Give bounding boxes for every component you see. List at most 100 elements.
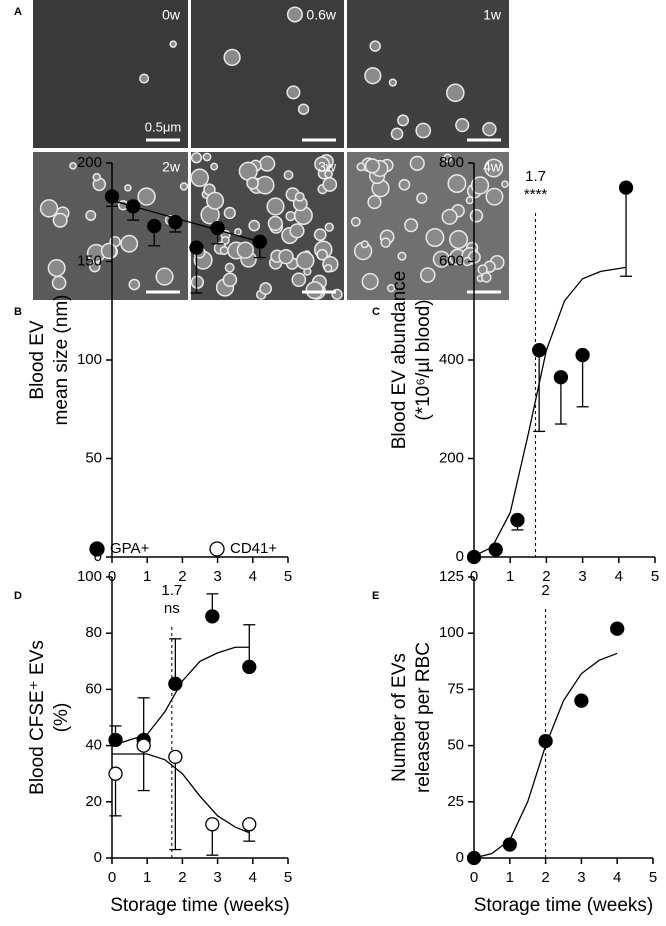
fit-line [473, 266, 627, 557]
vesicle [390, 127, 404, 141]
vesicle [137, 187, 156, 206]
vesicle [367, 194, 382, 210]
vesicle [485, 187, 504, 206]
vesicle [259, 282, 273, 295]
y-tick-label: 100 [439, 624, 464, 641]
y-axis-label: Blood CFSE⁺ EVs [27, 640, 48, 795]
error-bar [190, 247, 203, 294]
point [189, 240, 204, 255]
x-tick-label: 4 [613, 869, 621, 886]
error-bar [169, 638, 182, 684]
point [538, 733, 553, 749]
point [108, 732, 123, 748]
vesicle [305, 281, 324, 300]
vesicle [322, 177, 338, 192]
y-tick-label: 0 [456, 849, 464, 866]
image-label: 0.6w [306, 7, 336, 23]
vesicle [455, 118, 470, 133]
point [242, 659, 257, 675]
vesicle [69, 162, 77, 170]
x-tick-label: 4 [249, 869, 257, 886]
vesicle [128, 278, 141, 291]
panel-label: E [372, 590, 379, 602]
y-tick-label: 40 [85, 737, 102, 754]
x-tick-label: 4 [615, 568, 623, 585]
point [502, 837, 517, 852]
x-tick-label: 0 [470, 869, 478, 886]
annotation: 2 [541, 582, 549, 599]
point [610, 621, 625, 636]
vesicle [278, 248, 294, 265]
vesicle [266, 197, 285, 216]
vesicle [380, 237, 391, 248]
vesicle [441, 208, 458, 225]
vesicle [259, 155, 276, 172]
y-tick-label: 75 [447, 680, 464, 697]
vesicle [202, 152, 212, 162]
y-tick-label: 50 [447, 737, 464, 754]
vesicle [360, 240, 369, 249]
vesicle [248, 219, 261, 232]
y-tick-label: 0 [94, 849, 102, 866]
vesicle [283, 170, 294, 181]
vesicle [224, 262, 235, 273]
point [104, 189, 120, 204]
vesicle [190, 168, 209, 188]
y-axis-label: mean size (nm) [51, 295, 72, 426]
vesicle [285, 210, 296, 222]
y-tick-label: 600 [439, 252, 464, 269]
y-axis-label: (*10⁶/µl blood) [413, 299, 434, 420]
y-tick-label: 20 [85, 793, 102, 810]
point [136, 738, 151, 753]
vesicle [447, 174, 467, 194]
y-axis-label: Blood EV abundance [389, 271, 410, 450]
vesicle [206, 191, 225, 210]
image-label: 4w [483, 159, 502, 175]
vesicle [190, 275, 205, 289]
point [210, 220, 225, 236]
point [574, 693, 589, 708]
x-axis-label: Storage time (weeks) [110, 895, 290, 916]
vesicle [316, 248, 328, 261]
vesicle [404, 218, 419, 233]
vesicle [155, 267, 174, 286]
vesicle [356, 162, 366, 172]
x-tick-label: 1 [143, 869, 151, 886]
x-tick-label: 3 [578, 568, 586, 585]
vesicle [297, 103, 310, 115]
vesicle [465, 196, 474, 205]
error-bar [576, 355, 589, 408]
vesicle [267, 215, 283, 232]
y-axis-label: Blood EV [27, 320, 48, 400]
vesicle [223, 48, 241, 67]
panel-label: B [14, 306, 22, 318]
point [618, 180, 634, 195]
vesicle [294, 191, 305, 202]
vesicle [419, 267, 436, 283]
y-axis-label: (%) [51, 703, 72, 733]
x-tick-label: 2 [178, 869, 186, 886]
vesicle [361, 272, 379, 291]
annotation: ns [164, 600, 180, 617]
y-tick-label: 80 [85, 624, 102, 641]
x-tick-label: 5 [649, 869, 657, 886]
point [168, 749, 183, 764]
y-tick-label: 50 [85, 449, 102, 466]
vesicle [100, 242, 118, 260]
x-tick-label: 4 [249, 568, 257, 585]
vesicle [295, 251, 315, 270]
point [575, 347, 590, 363]
x-tick-label: 2 [542, 568, 550, 585]
point [168, 676, 183, 691]
vesicle [449, 229, 469, 250]
image-label: 3w [318, 159, 337, 175]
y-tick-label: 800 [439, 154, 464, 171]
vesicle [92, 172, 101, 182]
error-bar [169, 756, 182, 851]
x-axis-label: Storage time (weeks) [474, 895, 654, 916]
vesicle [482, 121, 497, 137]
x-tick-label: 1 [506, 869, 514, 886]
vesicle [324, 222, 334, 232]
micrograph [33, 0, 188, 148]
